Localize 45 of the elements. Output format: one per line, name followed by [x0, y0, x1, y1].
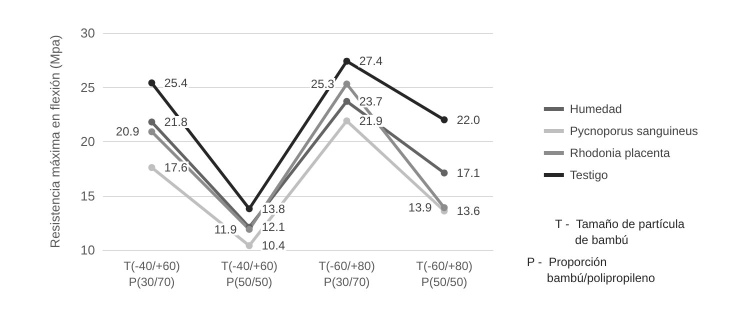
data-label: 22.0	[456, 112, 480, 127]
data-label: 20.9	[116, 124, 140, 139]
y-tick-label: 10	[80, 242, 95, 258]
x-tick-label: T(-60/+80) P(30/70)	[318, 259, 375, 289]
point	[440, 116, 448, 124]
point	[148, 118, 156, 126]
point	[440, 204, 448, 212]
point	[343, 58, 350, 65]
data-label: 25.4	[164, 76, 188, 90]
y-tick-label: 30	[80, 26, 95, 40]
point	[148, 79, 156, 86]
data-label: 11.9	[214, 222, 238, 236]
x-tick-label: T(-40/+60) P(30/70)	[124, 259, 180, 289]
data-label: 21.9	[359, 114, 383, 128]
data-label: 25.3	[310, 76, 335, 91]
data-label: 27.4	[359, 54, 383, 68]
point	[343, 117, 350, 124]
data-label: 12.1	[262, 220, 286, 234]
data-label: 13.6	[456, 204, 480, 218]
text: T - Tamaño de partícula de bambú	[554, 217, 685, 247]
legend-label: Rhodonia placenta	[570, 146, 670, 160]
data-label: 23.7	[359, 94, 383, 108]
legend-label: Testigo	[570, 168, 608, 182]
y-tick-label: 20	[80, 134, 95, 149]
data-label: 13.9	[408, 200, 432, 215]
data-label: 17.1	[456, 166, 480, 180]
y-tick-label: 15	[80, 188, 95, 204]
legend-label: Pycnoporus sanguineus	[570, 124, 698, 138]
point	[148, 164, 156, 172]
y-tick-label: 25	[80, 80, 95, 95]
legend-label: Humedad	[570, 102, 622, 116]
data-label: 13.8	[262, 202, 286, 216]
text: P - Proporción bambú/polipropileno	[526, 255, 656, 285]
point	[148, 128, 156, 136]
point	[246, 205, 253, 212]
data-label: 10.4	[262, 238, 286, 253]
data-label: 17.6	[164, 160, 188, 175]
point	[343, 80, 350, 88]
y-axis-title: Resistencia máxima en flexión (Mpa)	[48, 34, 62, 248]
x-tick-label: T(-60/+80) P(50/50)	[416, 259, 472, 289]
point	[440, 169, 448, 176]
point	[343, 98, 350, 105]
x-tick-label: T(-40/+60) P(50/50)	[221, 259, 278, 289]
data-label: 21.8	[164, 114, 188, 129]
point	[246, 242, 253, 250]
